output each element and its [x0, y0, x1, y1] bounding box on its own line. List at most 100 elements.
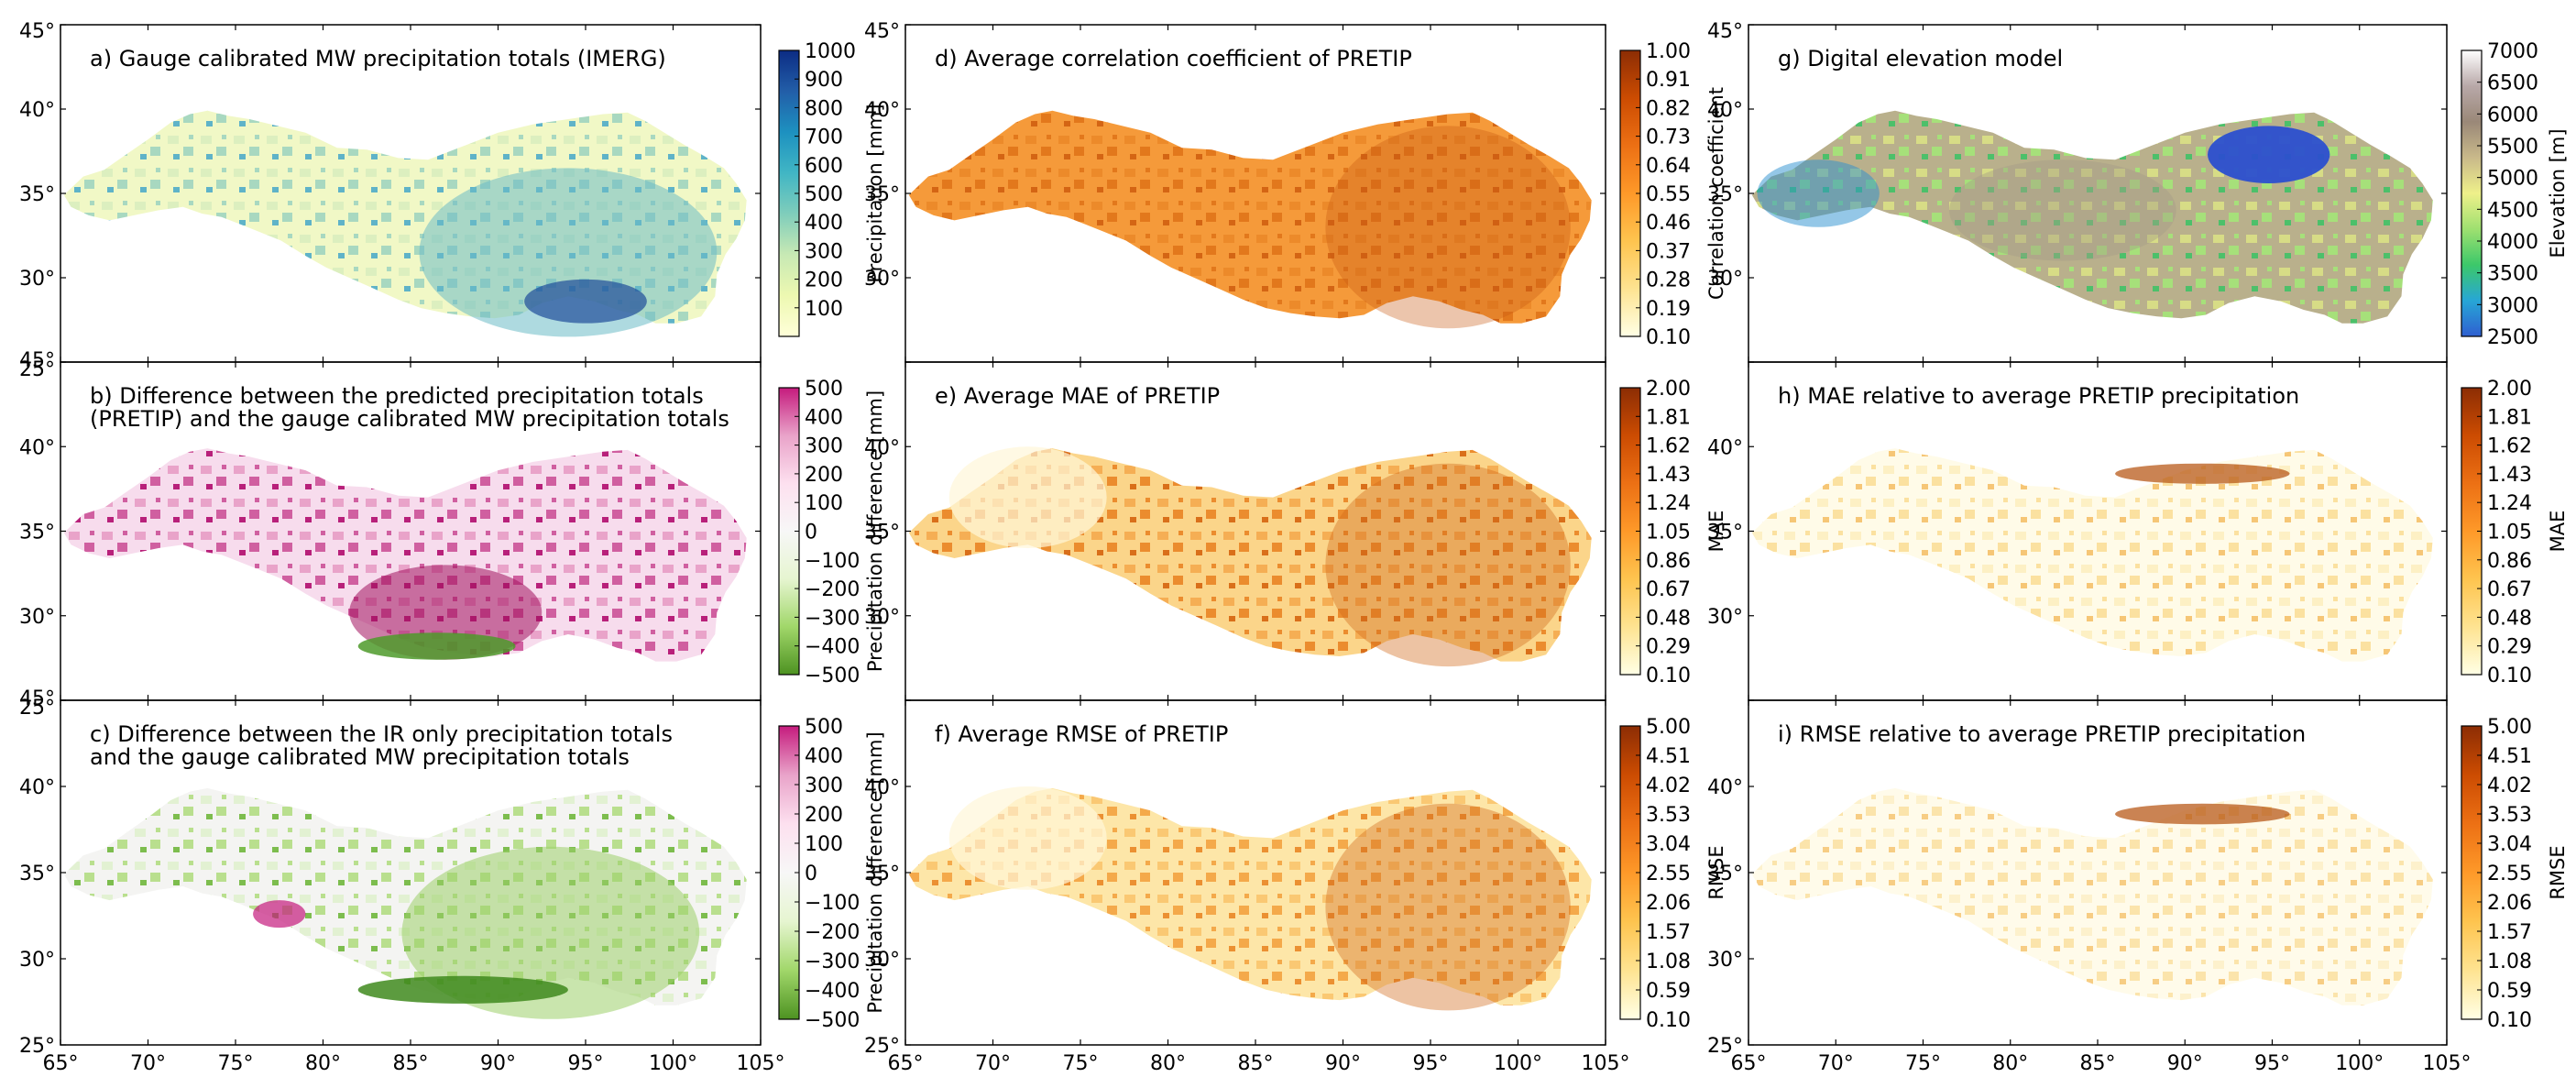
colorbar-tick-label: 0.10: [2487, 1009, 2532, 1032]
colorbar-tick-label: 0.67: [1646, 578, 1691, 601]
panel-e: 40° 35° 30° e) Average MAE of PRETIP 2.00 1.8…: [864, 361, 1727, 701]
y-tick-label: 35°: [19, 183, 55, 206]
plateau-map: [63, 448, 747, 662]
colorbar: 1.00 0.91 0.82 0.73 0.64 0.55 0.46 0.37 0.28 0.19…: [1619, 40, 1727, 349]
colorbar-tick-label: 400: [805, 745, 843, 768]
y-tick-label: 40°: [19, 776, 55, 799]
x-tick-label: 105°: [1582, 1052, 1630, 1075]
x-tick-label: 105°: [2423, 1052, 2472, 1075]
x-tick-label: 100°: [649, 1052, 697, 1075]
colorbar-tick-label: 500: [805, 183, 843, 206]
x-tick-label: 100°: [1494, 1052, 1542, 1075]
colorbar-tick-label: 500: [805, 378, 843, 401]
colorbar-tick-label: 0.82: [1646, 97, 1691, 120]
high-error-band: [2115, 463, 2290, 484]
colorbar-tick-label: 0.10: [1646, 665, 1691, 687]
colorbar-tick-label: 1.43: [2487, 464, 2532, 487]
x-tick-label: 70°: [1818, 1052, 1854, 1075]
colorbar-tick-label: 4500: [2487, 199, 2538, 222]
colorbar-tick-label: 0.29: [2487, 636, 2532, 659]
colorbar-tick-label: 0.19: [1646, 298, 1691, 321]
overlap-tick-label: 45°: [19, 687, 55, 710]
high-plateau: [1949, 159, 2176, 261]
colorbar-tick-label: 0.10: [2487, 665, 2532, 687]
colorbar-tick-label: 900: [805, 69, 843, 92]
colorbar-tick-label: −100: [805, 892, 860, 915]
panel-title: and the gauge calibrated MW precipitatio…: [90, 744, 630, 770]
x-tick-label: 80°: [1992, 1052, 2028, 1075]
colorbar-tick-label: 4.51: [2487, 745, 2532, 768]
colorbar: 5.00 4.51 4.02 3.53 3.04 2.55 2.06 1.57 1.08 0.59…: [1619, 716, 1727, 1032]
colorbar-tick-label: 700: [805, 126, 843, 149]
high-correlation: [1325, 126, 1571, 329]
colorbar-tick-label: 100: [805, 492, 843, 515]
colorbar-tick-label: 0: [805, 522, 817, 544]
y-tick-label: 30°: [19, 949, 55, 972]
overlap-tick-label: 25°: [19, 697, 55, 720]
colorbar-label: MAE: [2547, 511, 2569, 553]
x-tick-label: 105°: [737, 1052, 785, 1075]
x-tick-label: 65°: [888, 1052, 924, 1075]
positive-band: [357, 632, 516, 660]
colorbar-tick-label: 1.62: [2487, 435, 2532, 458]
colorbar-tick-label: 1.57: [1646, 921, 1691, 944]
panel-title: d) Average correlation coefficient of PR…: [935, 46, 1412, 71]
x-tick-label: 95°: [568, 1052, 604, 1075]
panel-title: c) Difference between the IR only precip…: [90, 721, 673, 747]
colorbar-tick-label: 6000: [2487, 104, 2538, 126]
colorbar-tick-label: −500: [805, 1009, 860, 1032]
colorbar-tick-label: 0: [805, 863, 817, 885]
colorbar-tick-label: 1.24: [1646, 492, 1691, 515]
colorbar-tick-label: 1.05: [1646, 522, 1691, 544]
y-tick-label: 25°: [864, 1035, 900, 1058]
y-tick-label: 45°: [1707, 20, 1743, 43]
x-tick-label: 65°: [43, 1052, 79, 1075]
y-tick-label: 30°: [1707, 606, 1743, 629]
high-error-region: [1325, 463, 1571, 667]
colorbar-tick-label: 0.37: [1646, 240, 1691, 263]
colorbar-tick-label: 2.55: [2487, 863, 2532, 885]
y-tick-label: 30°: [1707, 949, 1743, 972]
colorbar: 2.00 1.81 1.62 1.43 1.24 1.05 0.86 0.67 0.48 0.29…: [2461, 378, 2569, 687]
colorbar-tick-label: 5.00: [1646, 716, 1691, 739]
colorbar-label: Precipitation difference [mm]: [864, 731, 886, 1013]
high-error-band: [2115, 803, 2290, 825]
y-tick-label: 35°: [19, 522, 55, 544]
panel-title: a) Gauge calibrated MW precipitation tot…: [90, 46, 666, 71]
panel-title: f) Average RMSE of PRETIP: [935, 721, 1228, 747]
panel-d: 40° 35° 30° 45° d) Average correlation coeff…: [864, 20, 1727, 363]
colorbar-tick-label: 600: [805, 155, 843, 178]
colorbar: 500 400 300 200 100 0 −100 −200 −300 −400 −500Prec…: [778, 378, 886, 687]
y-tick-label: 45°: [864, 20, 900, 43]
panel-g: 40° 35° 30° 45° g) Digital elevation model 70…: [1707, 20, 2569, 363]
colorbar-tick-label: 3.04: [1646, 833, 1691, 856]
colorbar-tick-label: 3500: [2487, 263, 2538, 286]
colorbar-tick-label: 0.46: [1646, 212, 1691, 235]
colorbar-tick-label: −200: [805, 578, 860, 601]
colorbar-label: Precipitation difference [mm]: [864, 390, 886, 672]
positive-band: [357, 975, 568, 1004]
x-tick-label: 90°: [1325, 1052, 1361, 1075]
colorbar-tick-label: 5000: [2487, 168, 2538, 191]
y-tick-label: 35°: [1707, 522, 1743, 544]
colorbar-tick-label: 200: [805, 804, 843, 827]
colorbar-tick-label: 5500: [2487, 136, 2538, 159]
qaidam-basin: [2208, 126, 2330, 183]
colorbar-tick-label: 1.05: [2487, 522, 2532, 544]
y-tick-label: 45°: [19, 20, 55, 43]
colorbar-tick-label: 3.53: [1646, 804, 1691, 827]
y-tick-label: 40°: [1707, 99, 1743, 122]
high-error-region: [1325, 803, 1571, 1011]
plateau-map: [908, 110, 1592, 324]
colorbar-tick-label: 800: [805, 97, 843, 120]
y-tick-label: 30°: [19, 606, 55, 629]
colorbar-tick-label: 0.64: [1646, 155, 1691, 178]
colorbar-tick-label: 4.02: [2487, 775, 2532, 797]
y-tick-label: 40°: [1707, 776, 1743, 799]
colorbar-tick-label: 2500: [2487, 326, 2538, 349]
y-tick-label: 35°: [864, 522, 900, 544]
x-tick-label: 65°: [1731, 1052, 1767, 1075]
colorbar-tick-label: 0.10: [1646, 326, 1691, 349]
panel-h: 40° 35° 30° h) MAE relative to average PRET…: [1707, 361, 2569, 701]
